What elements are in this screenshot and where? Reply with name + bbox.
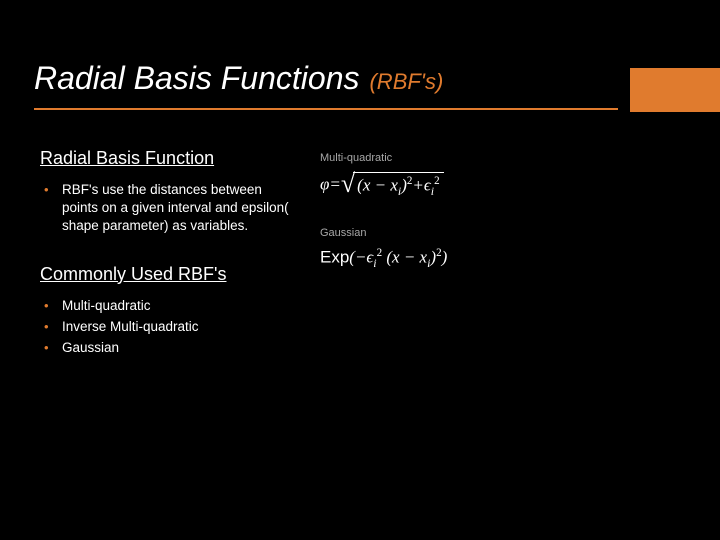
left-column: Radial Basis Function RBF's use the dist… bbox=[40, 148, 300, 385]
exp-fn: Exp bbox=[320, 248, 349, 267]
formula2: Exp(−ϵi2 (x − xi)2) bbox=[320, 247, 660, 271]
section1-heading: Radial Basis Function bbox=[40, 148, 300, 169]
list-item: Multi-quadratic bbox=[40, 297, 300, 315]
sqrt-body: (x − xi)2+ϵi2 bbox=[353, 172, 443, 199]
superscript: 2 bbox=[434, 175, 440, 187]
formula2-label: Gaussian bbox=[320, 227, 660, 239]
list-item: Gaussian bbox=[40, 339, 300, 357]
term: (−ϵ bbox=[349, 248, 373, 267]
right-column: Multi-quadratic φ=√(x − xi)2+ϵi2 Gaussia… bbox=[320, 148, 660, 385]
equals: = bbox=[329, 174, 340, 193]
formula1-label: Multi-quadratic bbox=[320, 152, 660, 164]
term: +ϵ bbox=[412, 176, 430, 195]
title-main: Radial Basis Functions bbox=[34, 60, 359, 97]
term: (x − x bbox=[382, 248, 427, 267]
slide-title: Radial Basis Functions (RBF's) bbox=[34, 60, 443, 97]
content-area: Radial Basis Function RBF's use the dist… bbox=[40, 148, 680, 385]
section1-list: RBF's use the distances between points o… bbox=[40, 181, 300, 236]
term: ) bbox=[442, 248, 448, 267]
phi-symbol: φ bbox=[320, 174, 329, 193]
section2-heading: Commonly Used RBF's bbox=[40, 264, 300, 285]
term: (x − x bbox=[357, 176, 398, 195]
list-item: Inverse Multi-quadratic bbox=[40, 318, 300, 336]
section2-list: Multi-quadratic Inverse Multi-quadratic … bbox=[40, 297, 300, 358]
accent-bar bbox=[630, 68, 720, 112]
title-underline bbox=[34, 108, 618, 110]
sqrt: √(x − xi)2+ϵi2 bbox=[341, 172, 444, 199]
formula1: φ=√(x − xi)2+ϵi2 bbox=[320, 172, 660, 199]
title-sub: (RBF's) bbox=[369, 69, 443, 95]
list-item: RBF's use the distances between points o… bbox=[40, 181, 300, 236]
